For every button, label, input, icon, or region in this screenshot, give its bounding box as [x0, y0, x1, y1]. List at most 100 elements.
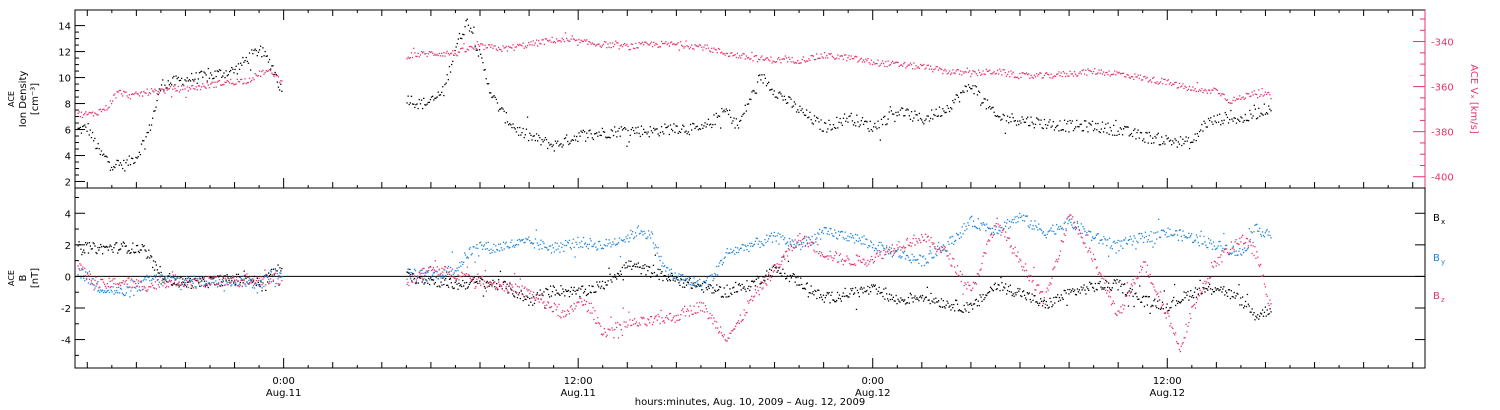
bottom-black-point: [839, 298, 842, 300]
top-red-point: [1270, 97, 1272, 100]
bottom-black-point: [1249, 311, 1251, 313]
top-black-point: [845, 120, 847, 122]
bottom-black-point: [806, 282, 808, 284]
bottom-blue-point: [753, 243, 756, 245]
bottom-black-point: [1162, 308, 1164, 310]
bottom-blue-point: [1259, 227, 1261, 229]
bottom-black-point: [487, 282, 489, 284]
top-black-point: [1060, 129, 1062, 131]
bottom-black-point: [417, 282, 419, 284]
top-black-point: [442, 86, 444, 88]
top-red-point: [852, 58, 855, 60]
bottom-black-point: [144, 249, 146, 251]
top-red-point: [245, 83, 247, 85]
bottom-black-point: [441, 284, 443, 286]
bottom-blue-point: [1143, 237, 1146, 239]
top-black-point: [100, 150, 103, 152]
top-black-point: [636, 132, 638, 134]
bottom-blue-point: [251, 287, 254, 289]
bottom-black-point: [199, 285, 201, 287]
top-black-point: [436, 96, 438, 98]
bottom-black-point: [951, 304, 953, 306]
top-red-point: [695, 45, 697, 47]
bottom-black-point: [415, 282, 418, 284]
bottom-black-point: [777, 270, 779, 272]
bottom-black-point: [213, 277, 215, 279]
top-red-point: [1120, 72, 1123, 75]
bottom-red-point: [435, 270, 437, 272]
bottom-blue-point: [102, 289, 104, 291]
top-red-point: [1249, 95, 1251, 98]
top-red-point: [93, 115, 95, 117]
top-black-point: [1220, 124, 1222, 126]
bottom-black-point: [689, 277, 691, 279]
top-black-point: [514, 128, 516, 130]
bottom-black-point: [818, 289, 820, 291]
top-red-point: [629, 48, 631, 51]
top-red-point: [1234, 100, 1236, 102]
bottom-red-point: [265, 284, 267, 286]
bottom-black-point: [710, 285, 712, 287]
top-red-point: [860, 57, 862, 59]
top-red-point: [189, 88, 192, 90]
top-black-point: [139, 154, 142, 156]
bottom-blue-point: [672, 277, 674, 279]
bottom-blue-point: [258, 285, 260, 287]
top-black-point: [581, 131, 583, 133]
top-black-point: [1035, 117, 1038, 119]
top-red-point: [1076, 75, 1078, 77]
top-black-point: [487, 83, 490, 85]
bottom-red-point: [188, 281, 191, 283]
top-red-point: [902, 65, 904, 67]
bottom-red-point: [465, 273, 468, 275]
bottom-black-point: [604, 281, 606, 283]
bottom-black-point: [1010, 291, 1012, 293]
bottom-blue-point: [1041, 232, 1044, 234]
bottom-black-point: [1078, 289, 1080, 291]
top-black-point: [1028, 125, 1030, 127]
bottom-red-point: [765, 283, 767, 285]
bottom-blue-point: [1217, 245, 1219, 247]
bottom-blue-point: [733, 249, 735, 251]
bottom-blue-point: [762, 244, 764, 246]
bottom-blue-point: [648, 230, 650, 232]
bottom-blue-point: [1252, 241, 1254, 244]
bottom-blue-point: [794, 246, 796, 249]
top-black-point: [695, 126, 697, 128]
bottom-blue-point: [782, 235, 784, 237]
bottom-black-point: [123, 242, 125, 244]
bottom-blue-point: [859, 239, 861, 242]
bottom-blue-point: [140, 281, 142, 283]
bottom-black-point: [1196, 288, 1198, 291]
top-black-point: [794, 103, 797, 105]
top-black-point: [948, 110, 951, 113]
bottom-black-point: [1153, 300, 1155, 302]
bottom-black-point: [175, 283, 177, 286]
bottom-black-point: [184, 283, 186, 285]
bottom-black-point: [679, 284, 681, 286]
bottom-blue-point: [637, 225, 639, 227]
bottom-black-point: [1177, 300, 1180, 303]
bottom-black-point: [140, 249, 142, 251]
bottom-blue-point: [93, 284, 95, 286]
bottom-black-point: [906, 302, 909, 304]
top-black-point: [117, 160, 119, 162]
top-black-point: [274, 71, 276, 74]
bottom-red-point: [630, 324, 632, 327]
bottom-blue-point: [277, 278, 279, 280]
top-black-point: [445, 82, 447, 84]
bottom-black-point: [797, 276, 799, 278]
top-black-point: [1154, 135, 1156, 138]
bottom-black-point: [451, 286, 453, 288]
bottom-black-point: [1023, 290, 1025, 292]
bottom-blue-point: [755, 237, 757, 239]
bottom-red-point: [644, 323, 646, 325]
bottom-red-point: [853, 264, 855, 266]
bottom-red-point: [148, 286, 150, 288]
top-black-point: [1222, 122, 1224, 125]
bottom-black-point: [688, 279, 690, 281]
top-red-point: [171, 96, 173, 98]
bottom-black-point: [516, 297, 519, 299]
bottom-red-point: [792, 246, 794, 249]
top-black-point: [658, 135, 660, 137]
